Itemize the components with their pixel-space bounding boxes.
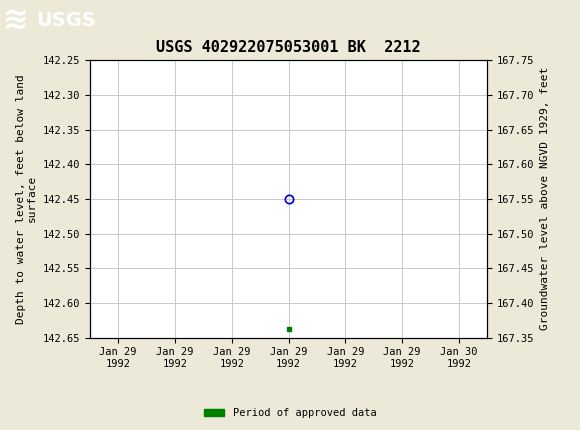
Text: USGS: USGS [36,11,96,30]
Y-axis label: Groundwater level above NGVD 1929, feet: Groundwater level above NGVD 1929, feet [540,67,550,331]
Legend: Period of approved data: Period of approved data [200,404,380,423]
Text: ≋: ≋ [3,6,28,35]
Title: USGS 402922075053001 BK  2212: USGS 402922075053001 BK 2212 [156,40,421,55]
Y-axis label: Depth to water level, feet below land
surface: Depth to water level, feet below land su… [16,74,37,324]
